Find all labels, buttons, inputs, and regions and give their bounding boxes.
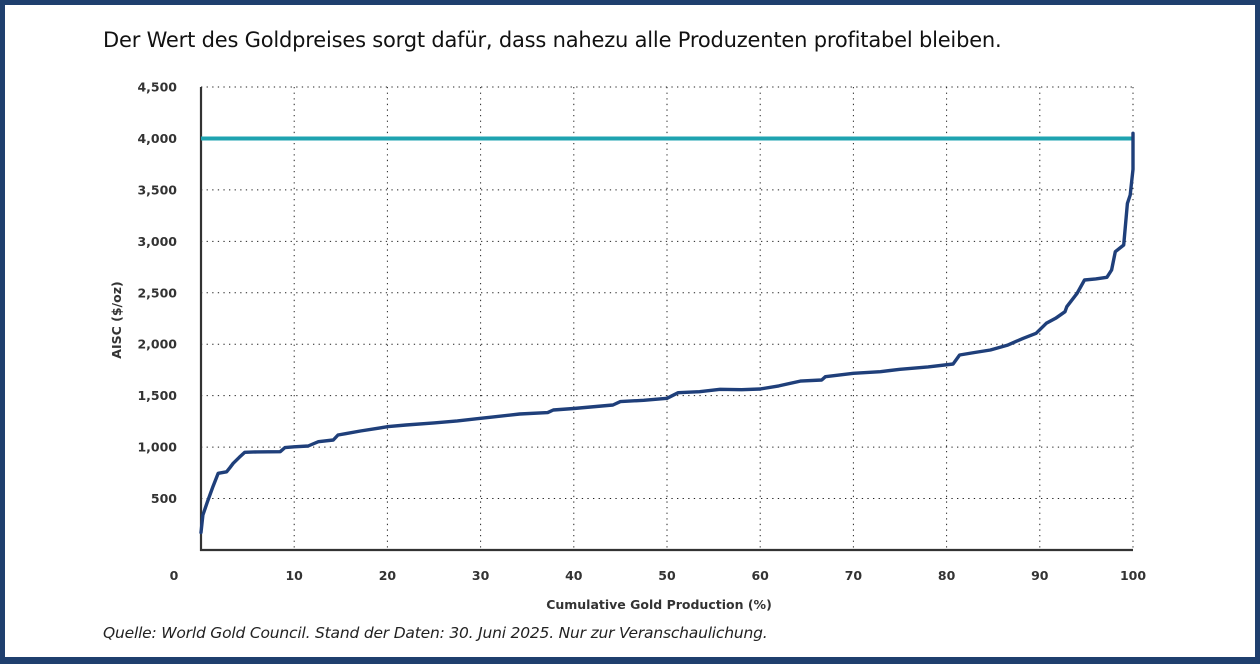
- grid-lines: [201, 86, 1134, 550]
- chart-title: Der Wert des Goldpreises sorgt dafür, da…: [103, 28, 1002, 52]
- y-tick-label: 4,000: [137, 131, 177, 146]
- x-tick-label: 10: [285, 568, 303, 583]
- x-tick-label: 50: [658, 568, 676, 583]
- aisc-cost-curve: [199, 131, 1135, 535]
- x-axis-label: Cumulative Gold Production (%): [546, 597, 772, 612]
- y-tick-label: 1,000: [137, 440, 177, 455]
- x-tick-label: 60: [751, 568, 769, 583]
- y-tick-label: 2,500: [137, 285, 177, 300]
- source-note: Quelle: World Gold Council. Stand der Da…: [103, 624, 768, 642]
- axes: [199, 87, 1133, 552]
- x-tick-label: 0: [170, 568, 179, 583]
- y-tick-label: 4,500: [137, 80, 177, 95]
- x-tick-label: 30: [472, 568, 490, 583]
- series-group: [199, 131, 1135, 535]
- x-tick-label: 100: [1120, 568, 1146, 583]
- x-tick-label: 80: [938, 568, 956, 583]
- x-tick-labels: 0 10 20 30 40 50 60 70 80 90 100: [170, 568, 1147, 583]
- y-tick-label: 3,500: [137, 182, 177, 197]
- y-tick-label: 1,500: [137, 388, 177, 403]
- y-tick-label: 2,000: [137, 337, 177, 352]
- x-tick-label: 90: [1031, 568, 1049, 583]
- y-tick-labels: 500 1,000 1,500 2,000 2,500 3,000 3,500 4,000 4,…: [137, 80, 177, 507]
- y-tick-label: 500: [151, 491, 177, 506]
- y-axis-label: AISC ($/oz): [109, 281, 124, 358]
- x-tick-label: 40: [565, 568, 583, 583]
- x-tick-label: 70: [845, 568, 863, 583]
- y-tick-label: 3,000: [137, 234, 177, 249]
- x-tick-label: 20: [379, 568, 397, 583]
